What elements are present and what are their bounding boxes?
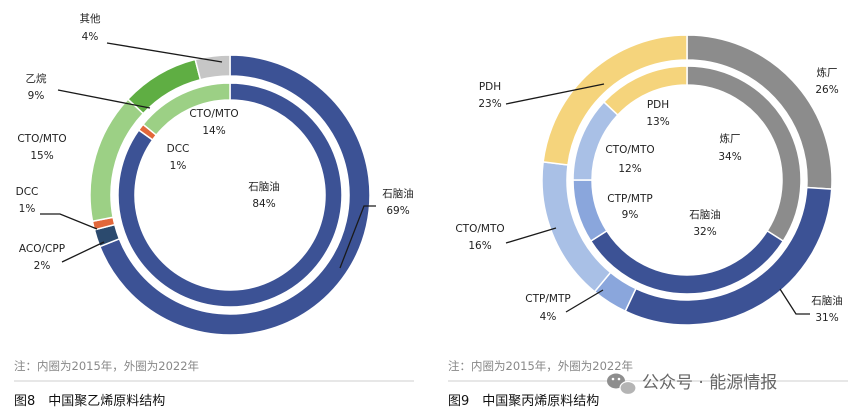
watermark: 公众号 · 能源情报 [607, 373, 777, 396]
inner-label-naphtha-value: 32% [693, 226, 716, 238]
chart1-outer-slice-4 [542, 34, 688, 166]
outer-label-other-name: 其他 [80, 12, 101, 25]
outer-label-acocpp-name: ACO/CPP [19, 243, 65, 255]
outer-label-naphtha-value: 31% [815, 312, 838, 324]
outer-label-naphtha-value: 69% [386, 205, 409, 217]
chart0-outer-slice-5 [194, 54, 231, 81]
inner-label-pdh-name: PDH [647, 99, 669, 111]
chart-pp-feedstock [541, 34, 833, 326]
outer-label-ctomto-name: CTO/MTO [17, 133, 66, 145]
inner-label-ctomto-name: CTO/MTO [605, 144, 654, 156]
outer-label-dcc-name: DCC [16, 186, 39, 198]
inner-label-dcc-value: 1% [170, 160, 187, 172]
leader-ctpmtp [565, 289, 604, 313]
inner-label-naphtha-value: 84% [252, 198, 275, 210]
inner-label-refinery-name: 炼厂 [720, 132, 741, 145]
chart-pe-caption: 图8 中国聚乙烯原料结构 [14, 394, 165, 409]
inner-label-refinery-value: 34% [718, 151, 741, 163]
watermark-text: 公众号 · 能源情报 [642, 373, 777, 393]
chart-pp-note: 注：内圈为2015年，外圈为2022年 [448, 359, 633, 373]
leader-other [106, 42, 223, 63]
inner-label-ctomto-name: CTO/MTO [189, 108, 238, 120]
outer-label-dcc-value: 1% [19, 203, 36, 215]
outer-label-ctomto-value: 15% [30, 150, 53, 162]
inner-label-pdh-value: 13% [646, 116, 669, 128]
chart-pe-note: 注：内圈为2015年，外圈为2022年 [14, 359, 199, 373]
outer-label-naphtha-name: 石脑油 [382, 187, 414, 200]
inner-label-dcc-name: DCC [167, 143, 190, 155]
outer-label-pdh-name: PDH [479, 81, 501, 93]
inner-label-ctpmtp-value: 9% [622, 209, 639, 221]
inner-label-naphtha-name: 石脑油 [248, 180, 280, 193]
leader-pdh [505, 83, 605, 105]
inner-label-ctpmtp-name: CTP/MTP [607, 193, 652, 205]
outer-label-refinery-value: 26% [815, 84, 838, 96]
outer-label-acocpp-value: 2% [34, 260, 51, 272]
outer-label-ctomto-name: CTO/MTO [455, 223, 504, 235]
leader-dcc [40, 213, 98, 230]
chart-pe-labels: 石脑油 84% DCC 1% CTO/MTO 14% 其他 4% 乙烷 9% C… [16, 12, 414, 272]
leader-naphtha [339, 205, 376, 269]
outer-label-pdh-value: 23% [478, 98, 501, 110]
chart1-inner-slice-4 [602, 65, 688, 117]
chart-pe-feedstock [89, 54, 371, 336]
outer-label-other-value: 4% [82, 31, 99, 43]
chart-pp-labels: PDH 13% 炼厂 34% CTO/MTO 12% CTP/MTP 9% 石脑… [455, 66, 842, 324]
outer-label-ctomto-value: 16% [468, 240, 491, 252]
inner-label-naphtha-name: 石脑油 [689, 208, 721, 221]
chart1-outer-slice-1 [624, 186, 833, 326]
leader-naphtha-pp [779, 288, 810, 315]
chart-pp-caption: 图9 中国聚丙烯原料结构 [448, 394, 599, 409]
inner-label-ctomto-value: 12% [618, 163, 641, 175]
outer-label-ethane-value: 9% [28, 90, 45, 102]
outer-label-naphtha-name: 石脑油 [811, 294, 843, 307]
wechat-icon [607, 373, 637, 396]
outer-label-ctpmtp-value: 4% [540, 311, 557, 323]
leader-ctomto [505, 227, 557, 244]
leader-acocpp [61, 241, 105, 263]
outer-label-refinery-name: 炼厂 [817, 66, 838, 79]
chart0-inner-slice-3 [142, 82, 231, 137]
outer-label-ethane-name: 乙烷 [26, 72, 47, 85]
chart0-inner-slice-0 [117, 82, 343, 308]
chart0-outer-slice-0 [98, 54, 371, 336]
leader-ethane [57, 89, 151, 109]
outer-label-ctpmtp-name: CTP/MTP [525, 293, 570, 305]
inner-label-ctomto-value: 14% [202, 125, 225, 137]
